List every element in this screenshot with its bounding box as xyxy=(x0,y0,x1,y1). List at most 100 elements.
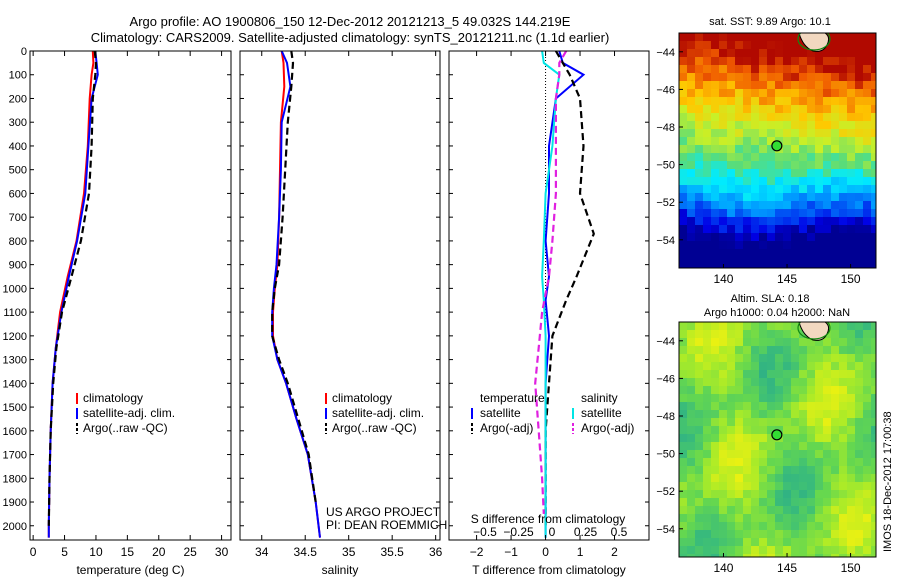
map-cell xyxy=(719,81,728,90)
map-cell xyxy=(847,474,856,483)
map-cell xyxy=(823,490,832,499)
map-cell xyxy=(847,153,856,162)
map-cell xyxy=(687,418,696,427)
map-cell xyxy=(783,33,792,42)
map-cell xyxy=(711,161,720,170)
map-cell xyxy=(679,538,688,547)
map-cell xyxy=(703,161,712,170)
map-cell xyxy=(703,466,712,475)
map-cell xyxy=(847,209,856,218)
map-cell xyxy=(815,193,824,202)
map-cell xyxy=(687,522,696,531)
map-cell xyxy=(743,233,752,242)
map-cell xyxy=(719,474,728,483)
map-cell xyxy=(783,506,792,515)
map-cell xyxy=(679,249,688,258)
map-cell xyxy=(855,65,864,74)
map-cell xyxy=(695,514,704,523)
map-cell xyxy=(855,201,864,210)
map-cell xyxy=(759,402,768,411)
map-cell xyxy=(823,538,832,547)
map-cell xyxy=(759,49,768,58)
map-cell xyxy=(831,209,840,218)
map-cell xyxy=(719,338,728,347)
map-cell xyxy=(687,514,696,523)
map-cell xyxy=(695,41,704,50)
map-cell xyxy=(863,474,872,483)
map-cell xyxy=(863,113,872,122)
map-cell xyxy=(839,490,848,499)
map-cell xyxy=(679,257,688,266)
map-cell xyxy=(839,410,848,419)
map-cell xyxy=(743,546,752,555)
map-cell xyxy=(871,225,876,234)
map-cell xyxy=(839,482,848,491)
map-cell xyxy=(823,241,832,250)
figure-title-line1: Argo profile: AO 1900806_150 12-Dec-2012… xyxy=(129,14,571,29)
map-cell xyxy=(743,514,752,523)
map-cell xyxy=(703,129,712,138)
map-cell xyxy=(759,378,768,387)
map-cell xyxy=(727,418,736,427)
map-cell xyxy=(807,177,816,186)
map-cell xyxy=(775,466,784,475)
map-cell xyxy=(831,322,840,331)
map-cell xyxy=(807,137,816,146)
map-cell xyxy=(791,169,800,178)
lat-tick-label: −52 xyxy=(656,197,675,209)
map-cell xyxy=(839,185,848,194)
map-cell xyxy=(871,161,876,170)
map-cell xyxy=(759,201,768,210)
map-cell xyxy=(687,394,696,403)
panel-salinity: 34 34.5 35 35.5 36salinityclimatologysatelli… xyxy=(239,50,447,577)
map-cell xyxy=(815,458,824,467)
map-cell xyxy=(703,394,712,403)
map-cell xyxy=(695,338,704,347)
map-cell xyxy=(807,538,816,547)
map-cell xyxy=(847,217,856,226)
map-cell xyxy=(727,89,736,98)
map-cell xyxy=(727,193,736,202)
map-cell xyxy=(679,121,688,130)
map-cell xyxy=(751,121,760,130)
map-cell xyxy=(711,386,720,395)
map-cell xyxy=(695,546,704,555)
lat-tick-label: −46 xyxy=(656,84,675,96)
map-cell xyxy=(791,241,800,250)
map-cell xyxy=(807,81,816,90)
map-cell xyxy=(815,97,824,106)
map-cell xyxy=(703,538,712,547)
map-cell xyxy=(743,57,752,66)
map-cell xyxy=(807,73,816,82)
map-cell xyxy=(719,257,728,266)
map-cell xyxy=(703,57,712,66)
map-cell xyxy=(727,121,736,130)
map-cell xyxy=(687,434,696,443)
map-cell xyxy=(791,458,800,467)
map-cell xyxy=(743,386,752,395)
map-cell xyxy=(775,546,784,555)
map-cell xyxy=(847,185,856,194)
map-cell xyxy=(799,97,808,106)
map-cell xyxy=(799,426,808,435)
map-cell xyxy=(775,233,784,242)
map-cell xyxy=(847,522,856,531)
map-cell xyxy=(823,169,832,178)
legend-label: Argo(-adj) xyxy=(581,421,634,435)
map-cell xyxy=(711,482,720,491)
map-cell xyxy=(871,201,876,210)
map-cell xyxy=(719,546,728,555)
map-cell xyxy=(855,450,864,459)
map-cell xyxy=(831,354,840,363)
map-cell xyxy=(831,233,840,242)
map-cell xyxy=(751,169,760,178)
map-cell xyxy=(863,378,872,387)
map-cell xyxy=(751,161,760,170)
map-cell xyxy=(831,33,840,42)
map-cell xyxy=(847,546,856,555)
map-cell xyxy=(727,370,736,379)
map-cell xyxy=(759,426,768,435)
map-cell xyxy=(823,249,832,258)
map-cell xyxy=(703,474,712,483)
map-cell xyxy=(807,370,816,379)
